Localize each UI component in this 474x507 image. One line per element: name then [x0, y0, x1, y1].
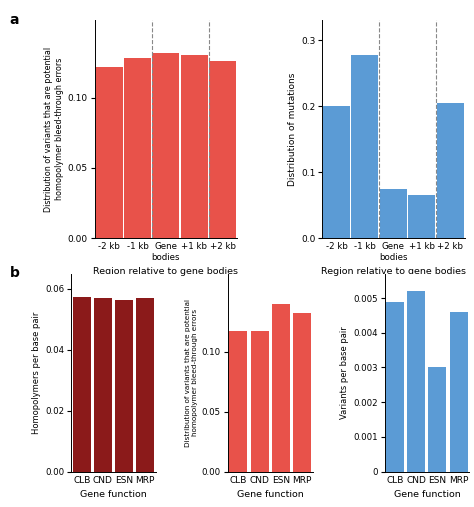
Bar — [386, 302, 404, 472]
Bar — [136, 298, 154, 472]
Y-axis label: Distribution of mutations: Distribution of mutations — [288, 73, 297, 186]
Bar — [408, 195, 435, 238]
Y-axis label: Distribution of variants that are potential
homopolymer bleed-through errors: Distribution of variants that are potent… — [184, 299, 198, 447]
Bar — [407, 291, 425, 472]
Bar — [351, 55, 378, 238]
Bar — [73, 297, 91, 472]
Bar — [272, 304, 290, 472]
Text: a: a — [9, 13, 19, 27]
X-axis label: Region relative to gene bodies: Region relative to gene bodies — [321, 267, 466, 276]
Text: b: b — [9, 266, 19, 280]
Bar — [428, 368, 447, 472]
X-axis label: Gene function: Gene function — [393, 490, 460, 499]
Bar — [153, 53, 179, 238]
Bar — [450, 312, 468, 472]
Bar — [380, 189, 407, 238]
Bar — [437, 103, 464, 238]
Bar — [94, 298, 112, 472]
Bar — [115, 300, 133, 472]
Y-axis label: Distribution of variants that are potential
homopolymer bleed-through errors: Distribution of variants that are potent… — [44, 47, 64, 212]
Bar — [210, 61, 236, 238]
X-axis label: Gene function: Gene function — [80, 490, 147, 499]
Bar — [323, 106, 350, 238]
Bar — [251, 331, 269, 472]
Bar — [181, 55, 208, 238]
Bar — [96, 67, 122, 238]
Y-axis label: Homopolymers per base pair: Homopolymers per base pair — [32, 311, 41, 434]
Bar — [124, 58, 151, 238]
X-axis label: Region relative to gene bodies: Region relative to gene bodies — [93, 267, 238, 276]
X-axis label: Gene function: Gene function — [237, 490, 303, 499]
Bar — [229, 331, 247, 472]
Bar — [293, 313, 311, 472]
Y-axis label: Variants per base pair: Variants per base pair — [340, 327, 349, 419]
